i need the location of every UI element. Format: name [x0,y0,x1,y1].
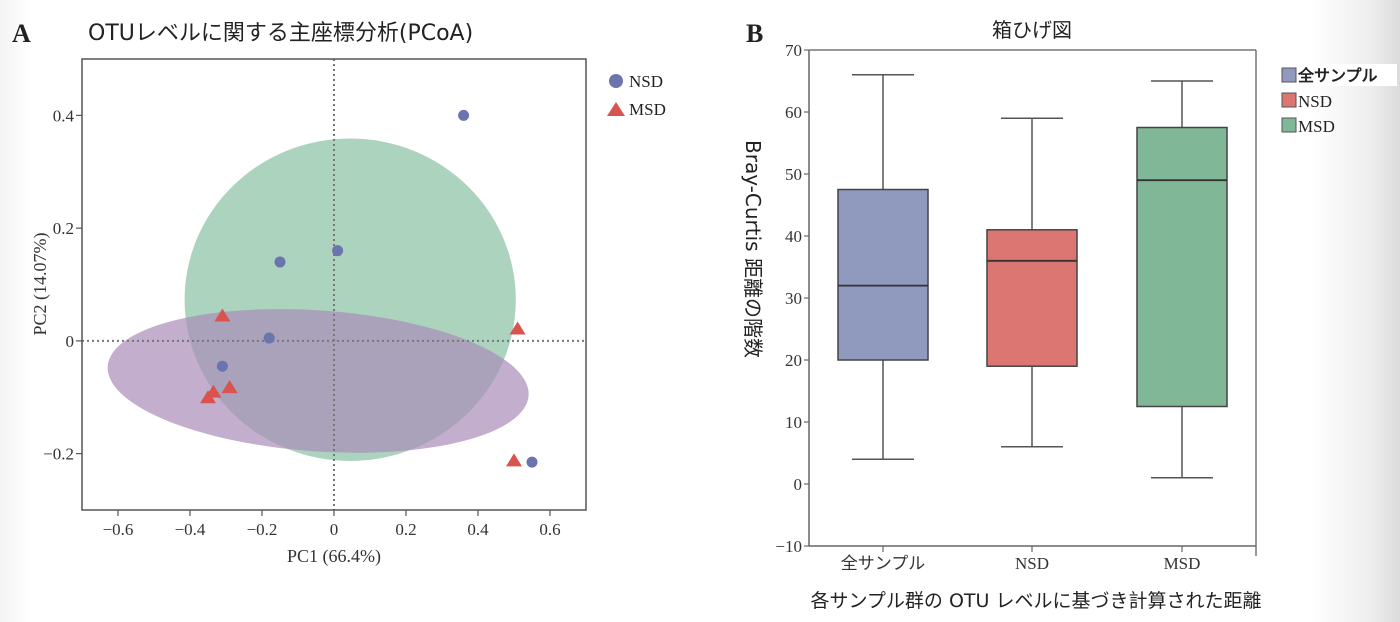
pcoa-point-nsd [458,109,470,121]
pcoa-point-msd [509,321,526,335]
NSD-ellipse [107,309,529,453]
box-1 [986,229,1078,367]
pcoa-point-msd [214,308,231,322]
boxplot-y-axis-label: Bray-Curtis 距離の階数 [741,140,765,358]
legend-msd-swatch-icon [1281,117,1297,133]
pcoa-x-tick-label: 0.2 [395,520,416,539]
boxplot: −10 0 10 20 30 40 50 60 70 全サンプル NSD MSD [775,41,1257,573]
boxplot-y-tick-label: 10 [785,413,802,432]
legend-all-samples-bg [1297,64,1397,86]
pcoa-point-nsd [274,256,286,268]
boxplot-y-tick-label: 0 [794,475,803,494]
pcoa-point-msd [200,390,216,404]
boxplot-y-tick-label: 50 [785,165,802,184]
boxplot-y-tick-label: 70 [785,41,802,60]
pcoa-point-nsd [526,456,538,468]
panel-b-label: B [746,19,763,48]
legend-msd-label: MSD [629,100,666,119]
pcoa-x-tick-label: −0.6 [103,520,134,539]
box-0 [837,188,929,361]
pcoa-y-tick-label: 0 [66,332,75,351]
pcoa-point-nsd [263,332,275,344]
pcoa-point-msd [221,380,238,394]
legend-msd-box-label: MSD [1298,117,1335,136]
pcoa-y-tick-label: −0.2 [43,445,74,464]
pcoa-point-nsd [216,360,228,372]
pcoa-x-tick-label: 0 [330,520,339,539]
legend-nsd-circle-icon [609,74,623,88]
pcoa-y-tick-label: 0.4 [53,106,75,125]
boxplot-x-tick-label: MSD [1164,554,1201,573]
boxplot-y-tick-label: 40 [785,227,802,246]
panel-a-label: A [12,19,31,48]
legend-nsd-box-label: NSD [1298,92,1332,111]
box-2 [1136,126,1228,408]
pcoa-x-axis-label: PC1 (66.4%) [287,546,381,567]
legend-nsd-swatch-icon [1281,92,1297,108]
pcoa-x-tick-label: 0.4 [467,520,489,539]
pcoa-x-tick-label: −0.2 [247,520,278,539]
boxplot-title: 箱ひげ図 [992,18,1072,42]
pcoa-y-axis-label: PC2 (14.07%) [30,232,51,335]
legend-msd-triangle-icon [607,102,625,116]
pcoa-x-tick-label: 0.6 [539,520,560,539]
boxplot-legend: 全サンプル NSD MSD [1281,64,1397,136]
boxplot-x-tick-label: 全サンプル [841,554,926,573]
legend-all-samples-swatch-icon [1281,67,1297,83]
pcoa-legend: NSD MSD [607,72,666,119]
pcoa-x-tick-label: −0.4 [175,520,206,539]
pcoa-point-nsd [332,245,344,257]
pcoa-y-tick-label: 0.2 [53,219,74,238]
boxplot-y-tick-label: 60 [785,103,802,122]
boxplot-x-axis-label: 各サンプル群の OTU レベルに基づき計算された距離 [811,590,1262,612]
boxplot-y-tick-label: 30 [785,289,802,308]
boxplot-x-tick-label: NSD [1015,554,1049,573]
legend-nsd-label: NSD [629,72,663,91]
boxplot-y-tick-label: −10 [775,537,802,556]
boxplot-y-tick-label: 20 [785,351,802,370]
pcoa-plot: −0.6 −0.4 −0.2 0 0.2 0.4 0.6 −0.2 0 0.2 0.4 [43,58,587,539]
pcoa-title: OTUレベルに関する主座標分析(PCoA) [88,21,473,46]
pcoa-point-msd [506,453,522,467]
legend-all-samples-label: 全サンプル [1297,66,1378,85]
